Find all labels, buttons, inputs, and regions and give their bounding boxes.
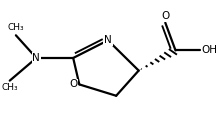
Text: N: N: [32, 53, 40, 63]
Text: O: O: [161, 11, 169, 21]
Text: N: N: [104, 35, 112, 45]
Text: OH: OH: [201, 45, 217, 55]
Text: CH₃: CH₃: [2, 83, 18, 91]
Text: CH₃: CH₃: [8, 23, 24, 32]
Text: O: O: [69, 79, 77, 89]
